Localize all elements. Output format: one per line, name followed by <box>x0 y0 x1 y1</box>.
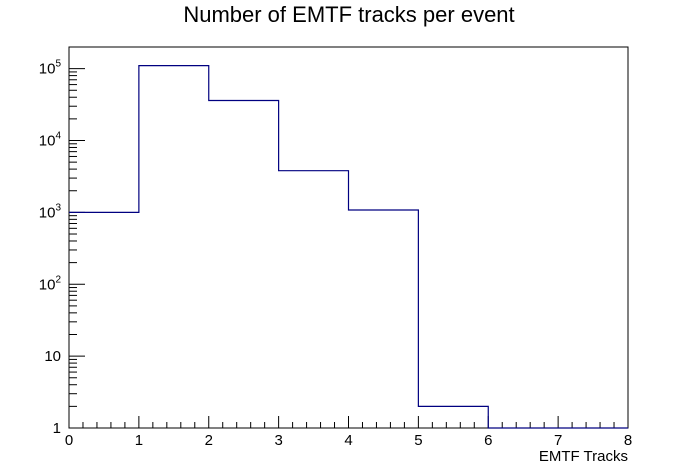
x-tick-label: 3 <box>274 432 282 449</box>
histogram-series <box>69 65 628 429</box>
chart-title: Number of EMTF tracks per event <box>183 2 515 27</box>
y-tick-label: 105 <box>39 59 62 78</box>
x-tick-label: 1 <box>135 432 143 449</box>
plot-frame <box>68 46 629 429</box>
histogram-bin <box>279 171 349 428</box>
histogram-bin <box>349 210 419 428</box>
histogram-bin <box>139 66 209 428</box>
x-tick-label: 4 <box>344 432 352 449</box>
histogram-bin <box>209 101 279 428</box>
x-tick-label: 2 <box>205 432 213 449</box>
x-tick-label: 6 <box>484 432 492 449</box>
histogram-bin <box>69 212 139 428</box>
x-tick-label: 8 <box>624 432 632 449</box>
histogram-bin <box>418 406 488 428</box>
y-tick-label: 104 <box>39 131 62 150</box>
x-tick-label: 7 <box>554 432 562 449</box>
y-tick-label: 102 <box>39 274 62 293</box>
y-tick-label: 10 <box>44 348 61 365</box>
x-tick-label: 0 <box>65 432 73 449</box>
y-tick-label: 1 <box>53 420 61 437</box>
y-tick-label: 103 <box>39 202 62 221</box>
x-tick-label: 5 <box>414 432 422 449</box>
x-axis-label: EMTF Tracks <box>539 448 628 465</box>
